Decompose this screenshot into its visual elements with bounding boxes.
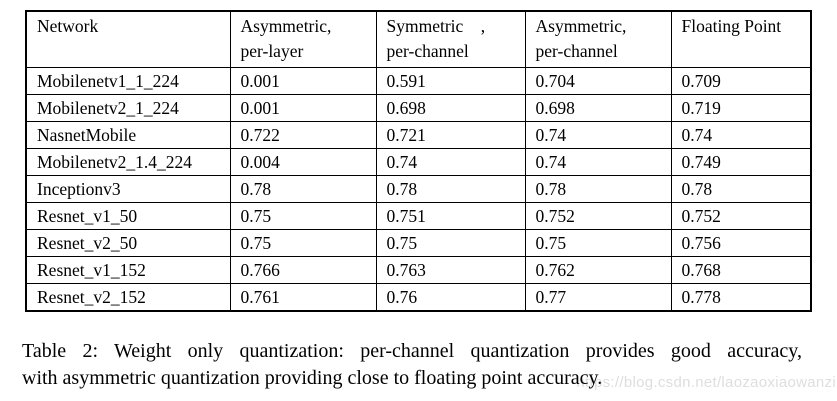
column-header-sym_per_channel: Symmetric , per-channel [375, 10, 526, 68]
column-header-line: Asymmetric, [535, 16, 627, 36]
table-body: Mobilenetv1_1_224 0.001 0.591 0.704 0.709 Mob… [25, 67, 812, 312]
results-table-container: Network Asymmetric, per-layer Symmetric , pe… [25, 10, 812, 312]
cell-network: Resnet_v1_152 [25, 256, 231, 284]
cell-network: Inceptionv3 [25, 175, 231, 203]
cell-asym_per_layer: 0.001 [229, 67, 377, 95]
table-row: Resnet_v1_152 0.766 0.763 0.762 0.768 [25, 256, 812, 284]
cell-asym_per_layer: 0.004 [229, 148, 377, 176]
cell-sym_per_channel: 0.74 [375, 148, 526, 176]
cell-floating_point: 0.74 [670, 121, 812, 149]
caption-line-2: with asymmetric quantization providing c… [22, 367, 603, 389]
cell-asym_per_channel: 0.75 [524, 229, 672, 257]
cell-asym_per_layer: 0.75 [229, 202, 377, 230]
cell-floating_point: 0.768 [670, 256, 812, 284]
cell-asym_per_layer: 0.001 [229, 94, 377, 122]
column-header-line: Asymmetric, [240, 16, 332, 36]
table-row: Mobilenetv2_1_224 0.001 0.698 0.698 0.719 [25, 94, 812, 122]
cell-floating_point: 0.719 [670, 94, 812, 122]
table-header-row: Network Asymmetric, per-layer Symmetric , pe… [25, 10, 812, 68]
table-row: Resnet_v2_50 0.75 0.75 0.75 0.756 [25, 229, 812, 257]
column-header-line: per-channel [535, 41, 618, 61]
column-header-line: Symmetric , [386, 16, 486, 36]
cell-asym_per_channel: 0.704 [524, 67, 672, 95]
quantization-results-table: Network Asymmetric, per-layer Symmetric , pe… [25, 10, 812, 312]
cell-asym_per_layer: 0.761 [229, 283, 377, 312]
table-row: Resnet_v1_50 0.75 0.751 0.752 0.752 [25, 202, 812, 230]
table-row: Resnet_v2_152 0.761 0.76 0.77 0.778 [25, 283, 812, 312]
cell-sym_per_channel: 0.591 [375, 67, 526, 95]
cell-asym_per_channel: 0.698 [524, 94, 672, 122]
column-header-line: per-layer [240, 41, 304, 61]
cell-sym_per_channel: 0.75 [375, 229, 526, 257]
cell-floating_point: 0.752 [670, 202, 812, 230]
cell-sym_per_channel: 0.698 [375, 94, 526, 122]
cell-sym_per_channel: 0.721 [375, 121, 526, 149]
csdn-watermark-link: https://blog.csdn.net/laozaoxiaowanzi [576, 374, 836, 391]
cell-asym_per_layer: 0.766 [229, 256, 377, 284]
cell-asym_per_layer: 0.722 [229, 121, 377, 149]
cell-asym_per_layer: 0.75 [229, 229, 377, 257]
column-header-floating_point: Floating Point [670, 10, 812, 68]
cell-network: Resnet_v2_50 [25, 229, 231, 257]
cell-floating_point: 0.756 [670, 229, 812, 257]
cell-network: Resnet_v1_50 [25, 202, 231, 230]
cell-floating_point: 0.709 [670, 67, 812, 95]
column-header-line: per-channel [386, 41, 469, 61]
cell-sym_per_channel: 0.78 [375, 175, 526, 203]
cell-asym_per_channel: 0.77 [524, 283, 672, 312]
column-header-line: Network [37, 16, 99, 36]
table-row: Inceptionv3 0.78 0.78 0.78 0.78 [25, 175, 812, 203]
cell-floating_point: 0.749 [670, 148, 812, 176]
column-header-asym_per_layer: Asymmetric, per-layer [229, 10, 377, 68]
table-caption: Table 2: Weight only quantization: per-c… [22, 338, 802, 392]
column-header-line: Floating Point [681, 16, 782, 36]
cell-network: Mobilenetv2_1.4_224 [25, 148, 231, 176]
cell-asym_per_channel: 0.762 [524, 256, 672, 284]
column-header-asym_per_channel: Asymmetric, per-channel [524, 10, 672, 68]
cell-sym_per_channel: 0.763 [375, 256, 526, 284]
table-row: Mobilenetv1_1_224 0.001 0.591 0.704 0.709 [25, 67, 812, 95]
cell-asym_per_channel: 0.752 [524, 202, 672, 230]
cell-floating_point: 0.78 [670, 175, 812, 203]
cell-floating_point: 0.778 [670, 283, 812, 312]
cell-network: Mobilenetv2_1_224 [25, 94, 231, 122]
cell-sym_per_channel: 0.751 [375, 202, 526, 230]
cell-network: Mobilenetv1_1_224 [25, 67, 231, 95]
table-row: Mobilenetv2_1.4_224 0.004 0.74 0.74 0.749 [25, 148, 812, 176]
table-row: NasnetMobile 0.722 0.721 0.74 0.74 [25, 121, 812, 149]
cell-asym_per_channel: 0.74 [524, 121, 672, 149]
cell-asym_per_channel: 0.74 [524, 148, 672, 176]
caption-line-1: Table 2: Weight only quantization: per-c… [22, 340, 802, 362]
cell-asym_per_layer: 0.78 [229, 175, 377, 203]
cell-asym_per_channel: 0.78 [524, 175, 672, 203]
cell-sym_per_channel: 0.76 [375, 283, 526, 312]
column-header-network: Network [25, 10, 231, 68]
cell-network: NasnetMobile [25, 121, 231, 149]
cell-network: Resnet_v2_152 [25, 283, 231, 312]
